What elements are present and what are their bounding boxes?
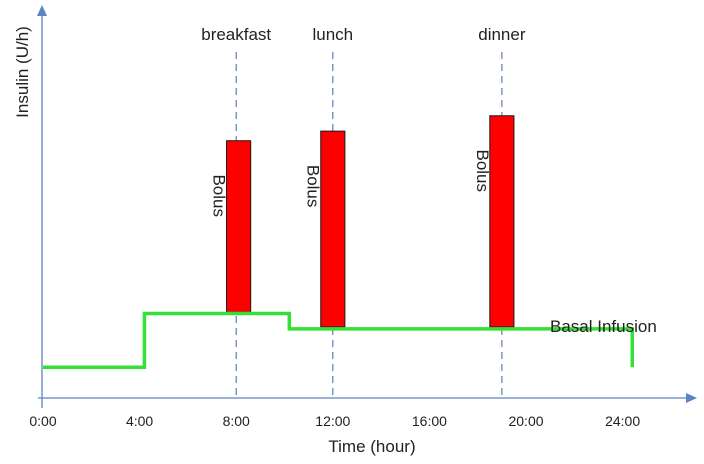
bolus-label: Bolus: [473, 149, 492, 192]
x-tick-label: 8:00: [223, 413, 250, 429]
bolus-label: Bolus: [210, 174, 229, 217]
bolus-label: Bolus: [304, 165, 323, 208]
x-tick-label: 20:00: [508, 413, 543, 429]
x-axis-arrow-icon: [686, 393, 697, 403]
x-tick-label: 24:00: [605, 413, 640, 429]
basal-series-label: Basal Infusion: [550, 317, 657, 336]
bolus-bar: [320, 130, 346, 328]
meal-label-layer: breakfast lunch dinner: [201, 25, 526, 44]
guides-layer: [235, 52, 503, 398]
bolus-bar: [226, 140, 252, 315]
meal-label: lunch: [312, 25, 353, 44]
x-tick-label: 0:00: [29, 413, 56, 429]
y-axis-arrow-icon: [37, 5, 47, 16]
basal-infusion-line: [43, 311, 635, 370]
bolus-layer: Bolus Bolus Bolus: [210, 115, 515, 328]
bolus-bar: [489, 115, 515, 328]
labels-layer: Time (hour) Insulin (U/h) Basal Infusion: [13, 26, 657, 456]
tick-layer: 0:00 4:00 8:00 12:00 16:00 20:00 24:00: [29, 413, 640, 429]
meal-label: breakfast: [201, 25, 271, 44]
x-tick-label: 4:00: [126, 413, 153, 429]
x-tick-label: 16:00: [412, 413, 447, 429]
axes-layer: [37, 5, 697, 408]
basal-layer: [43, 311, 635, 370]
x-axis-label: Time (hour): [328, 437, 415, 456]
x-tick-label: 12:00: [315, 413, 350, 429]
meal-label: dinner: [478, 25, 526, 44]
y-axis-label: Insulin (U/h): [13, 26, 32, 118]
